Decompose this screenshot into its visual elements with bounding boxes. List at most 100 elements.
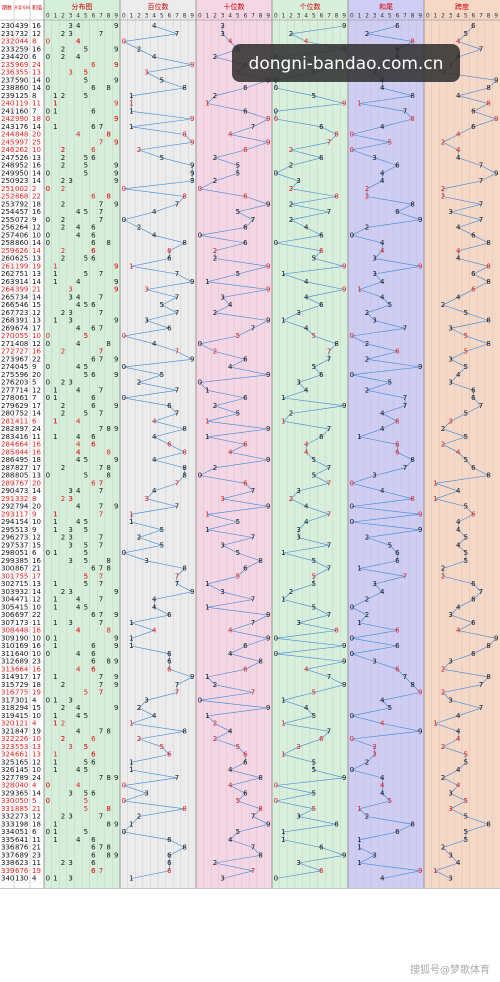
distribution-digit: 8	[106, 239, 110, 247]
trend-digit: 4	[456, 526, 461, 534]
distribution-digit: 7	[99, 479, 103, 487]
distribution-digit: 5	[84, 92, 88, 100]
trend-digit: 2	[441, 425, 445, 433]
trend-digit: 3	[372, 658, 376, 666]
distribution-digit: 4	[76, 53, 81, 61]
digit-header: 0	[426, 13, 430, 20]
distribution-digit: 5	[84, 789, 88, 797]
trend-digit: 6	[471, 619, 476, 627]
period: 244	[1, 131, 15, 139]
draw-number: 860	[15, 239, 28, 247]
distribution-digit: 6	[91, 658, 96, 666]
distribution-digit: 0	[46, 76, 50, 84]
trend-digit: 2	[213, 735, 217, 743]
trend-digit: 2	[365, 30, 369, 38]
trend-digit: 2	[365, 758, 369, 766]
draw-number: 203	[15, 379, 28, 387]
period: 258	[1, 239, 14, 247]
distribution-digit: 2	[61, 200, 65, 208]
distribution-digit: 6	[91, 231, 96, 239]
trend-digit: 0	[274, 650, 278, 658]
trend-digit: 7	[479, 216, 483, 224]
draw-number: 121	[15, 720, 28, 728]
draw-number: 040	[15, 782, 28, 790]
trend-digit: 5	[464, 30, 468, 38]
trend-digit: 7	[327, 138, 331, 146]
trend-digit: 8	[182, 464, 186, 472]
distribution-digit: 4	[76, 627, 81, 635]
trend-digit: 4	[380, 247, 385, 255]
trend-digit: 0	[198, 696, 202, 704]
trend-digit: 1	[205, 712, 209, 720]
trend-digit: 4	[380, 782, 385, 790]
trend-digit: 2	[441, 193, 445, 201]
sum-value: 16	[32, 208, 41, 216]
distribution-digit: 1	[53, 820, 57, 828]
distribution-digit: 4	[76, 363, 81, 371]
trend-digit: 8	[258, 557, 262, 565]
trend-digit: 9	[266, 262, 270, 270]
trend-digit: 9	[266, 371, 270, 379]
trend-digit: 6	[471, 386, 476, 394]
distribution-digit: 5	[84, 518, 88, 526]
trend-digit: 1	[433, 495, 437, 503]
distribution-digit: 9	[114, 642, 118, 650]
trend-digit: 5	[312, 580, 316, 588]
period: 257	[1, 231, 14, 239]
draw-number: 990	[15, 115, 28, 123]
trend-digit: 4	[152, 340, 157, 348]
period: 241	[1, 107, 14, 115]
section-title: 十位数	[224, 2, 245, 11]
trend-digit: 4	[228, 836, 233, 844]
sum-value: 6	[32, 53, 37, 61]
sum-value: 21	[32, 565, 41, 573]
trend-digit: 1	[281, 596, 285, 604]
trend-digit: 9	[494, 169, 498, 177]
sum-value: 16	[32, 162, 41, 170]
distribution-digit: 1	[53, 123, 57, 131]
trend-digit: 3	[220, 495, 224, 503]
trend-digit: 6	[471, 107, 476, 115]
trend-digit: 2	[289, 410, 293, 418]
draw-number: 495	[15, 456, 28, 464]
distribution-digit: 6	[91, 193, 96, 201]
sum-value: 4	[32, 720, 37, 728]
trend-digit: 9	[266, 503, 270, 511]
trend-digit: 9	[342, 262, 346, 270]
period: 242	[1, 115, 14, 123]
trend-digit: 4	[456, 224, 461, 232]
distribution-digit: 6	[91, 107, 96, 115]
draw-number: 723	[15, 309, 28, 317]
period: 326	[1, 766, 15, 774]
trend-digit: 9	[342, 642, 346, 650]
trend-digit: 1	[129, 107, 133, 115]
draw-number: 914	[15, 278, 29, 286]
sum-value: 24	[32, 61, 41, 69]
draw-number: 199	[15, 262, 28, 270]
trend-digit: 6	[471, 464, 476, 472]
period: 255	[1, 216, 14, 224]
sum-value: 15	[32, 541, 41, 549]
digit-header: 3	[449, 13, 453, 20]
trend-digit: 4	[456, 782, 461, 790]
draw-number: 160	[15, 107, 28, 115]
distribution-digit: 6	[91, 867, 96, 875]
distribution-digit: 4	[76, 441, 81, 449]
sum-value: 21	[32, 286, 41, 294]
trend-digit: 4	[380, 84, 385, 92]
distribution-digit: 1	[53, 317, 57, 325]
trend-digit: 6	[319, 844, 324, 852]
trend-digit: 0	[350, 603, 354, 611]
sum-value: 14	[32, 789, 41, 797]
draw-number: 119	[15, 100, 28, 108]
trend-lines	[122, 25, 498, 879]
trend-digit: 0	[122, 797, 126, 805]
trend-digit: 7	[327, 510, 331, 518]
distribution-digit: 7	[99, 534, 103, 542]
distribution-digit: 3	[68, 789, 72, 797]
trend-digit: 0	[350, 479, 354, 487]
trend-digit: 2	[213, 53, 217, 61]
trend-digit: 0	[122, 38, 126, 46]
trend-digit: 4	[152, 456, 157, 464]
distribution-digit: 3	[68, 22, 72, 30]
